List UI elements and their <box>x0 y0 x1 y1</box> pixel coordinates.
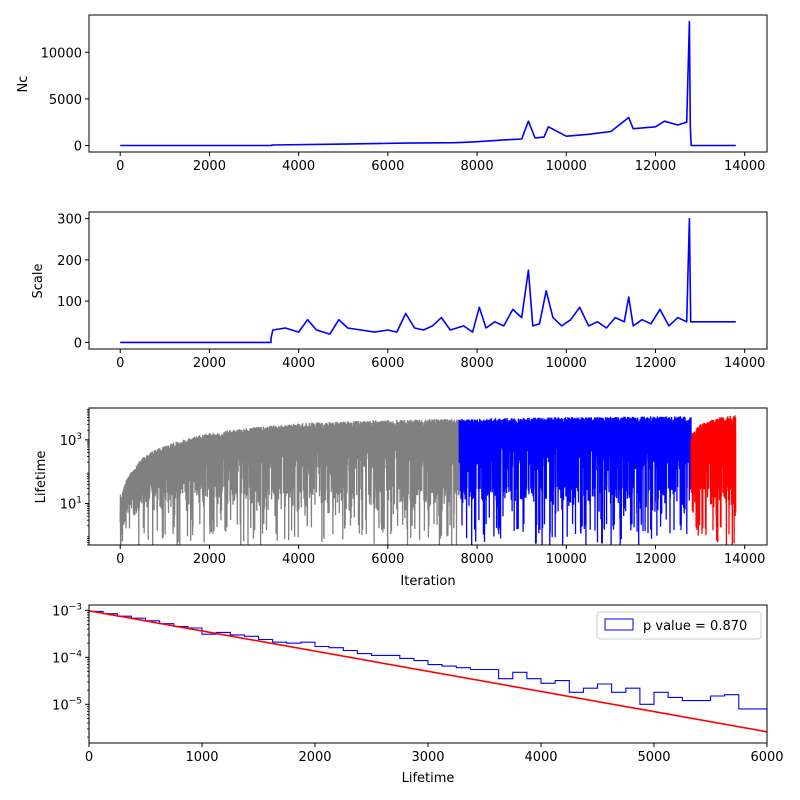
y-tick-label: 10−4 <box>52 649 82 666</box>
axes-frame <box>88 211 768 350</box>
ticks-layer: 0 2000 4000 6000 8000 10000 12000 14000 101 103 <box>60 409 765 567</box>
ylabel-nc: Nc <box>16 76 31 93</box>
ylabel-lifetime: Lifetime <box>34 451 49 504</box>
x-tick-label: 12000 <box>635 159 676 174</box>
legend-swatch <box>604 618 634 631</box>
series-layer <box>120 20 736 147</box>
y-tick-label: 101 <box>60 496 82 513</box>
y-tick-label: 10−3 <box>52 602 82 619</box>
x-tick-label: 8000 <box>461 552 494 567</box>
x-tick-label: 1000 <box>185 750 218 765</box>
plot-lifetime: 0 2000 4000 6000 8000 10000 12000 14000 101 103 L… <box>34 407 768 589</box>
x-tick-label: 10000 <box>546 356 587 371</box>
y-tick-label: 0 <box>74 139 82 154</box>
x-tick-label: 14000 <box>724 356 765 371</box>
lifetime-segment <box>119 418 460 545</box>
y-tick-label: 10−5 <box>52 696 82 713</box>
x-tick-label: 10000 <box>546 552 587 567</box>
x-tick-label: 4000 <box>282 159 315 174</box>
lifetime-series-group <box>119 415 737 545</box>
y-tick-label: 100 <box>57 295 82 310</box>
x-tick-label: 2000 <box>298 750 331 765</box>
series-line <box>120 20 736 147</box>
ticks-layer: 0 2000 4000 6000 8000 10000 12000 14000 0 100 200 3… <box>57 213 765 371</box>
x-tick-label: 4000 <box>282 356 315 371</box>
ticks-layer: 0 2000 4000 6000 8000 10000 12000 14000 0 5000 100… <box>41 46 766 174</box>
x-tick-label: 6000 <box>750 750 783 765</box>
histogram-group <box>89 609 767 743</box>
y-tick-label: 0 <box>74 336 82 351</box>
x-tick-label: 2000 <box>193 159 226 174</box>
series-layer <box>89 609 767 743</box>
x-tick-label: 0 <box>116 356 124 371</box>
x-tick-label: 14000 <box>724 552 765 567</box>
x-tick-label: 12000 <box>635 552 676 567</box>
x-tick-label: 4000 <box>282 552 315 567</box>
plot-nc: 0 2000 4000 6000 8000 10000 12000 14000 0 5000 100… <box>16 14 768 174</box>
x-tick-label: 0 <box>116 159 124 174</box>
ylabel-scale: Scale <box>31 264 46 299</box>
y-tick-label: 200 <box>57 254 82 269</box>
xlabel-lifetime: Lifetime <box>402 771 455 786</box>
x-tick-label: 4000 <box>524 750 557 765</box>
x-tick-label: 8000 <box>461 159 494 174</box>
series-line <box>120 217 736 344</box>
x-tick-label: 3000 <box>411 750 444 765</box>
x-tick-label: 12000 <box>635 356 676 371</box>
x-tick-label: 2000 <box>193 356 226 371</box>
y-tick-label: 300 <box>57 213 82 228</box>
x-tick-label: 5000 <box>637 750 670 765</box>
series-layer <box>120 217 736 344</box>
x-tick-label: 10000 <box>546 159 587 174</box>
x-tick-label: 14000 <box>724 159 765 174</box>
ticks-layer: 0 1000 2000 3000 4000 5000 6000 10−5 10−4 10−3 <box>52 602 783 765</box>
y-tick-label: 10000 <box>41 46 82 61</box>
axes-frame <box>88 14 768 153</box>
lifetime-segment <box>458 416 692 545</box>
x-tick-label: 8000 <box>461 356 494 371</box>
plot-scale: 0 2000 4000 6000 8000 10000 12000 14000 0 100 200 3… <box>31 211 768 371</box>
series-layer <box>119 415 737 545</box>
x-tick-label: 0 <box>85 750 93 765</box>
x-tick-label: 6000 <box>371 159 404 174</box>
legend-box <box>596 611 762 640</box>
legend: p value = 0.870 <box>596 611 762 640</box>
y-tick-label: 103 <box>60 432 82 449</box>
x-tick-label: 6000 <box>371 552 404 567</box>
xlabel-iteration: Iteration <box>400 574 455 589</box>
fit-line <box>89 609 767 733</box>
legend-label: p value = 0.870 <box>643 619 747 634</box>
plot-histogram: 0 1000 2000 3000 4000 5000 6000 10−5 10−4 10−3 Li… <box>52 602 783 786</box>
x-tick-label: 2000 <box>193 552 226 567</box>
x-tick-label: 6000 <box>371 356 404 371</box>
lifetime-segment <box>690 415 737 545</box>
y-tick-label: 5000 <box>49 93 82 108</box>
x-tick-label: 0 <box>116 552 124 567</box>
